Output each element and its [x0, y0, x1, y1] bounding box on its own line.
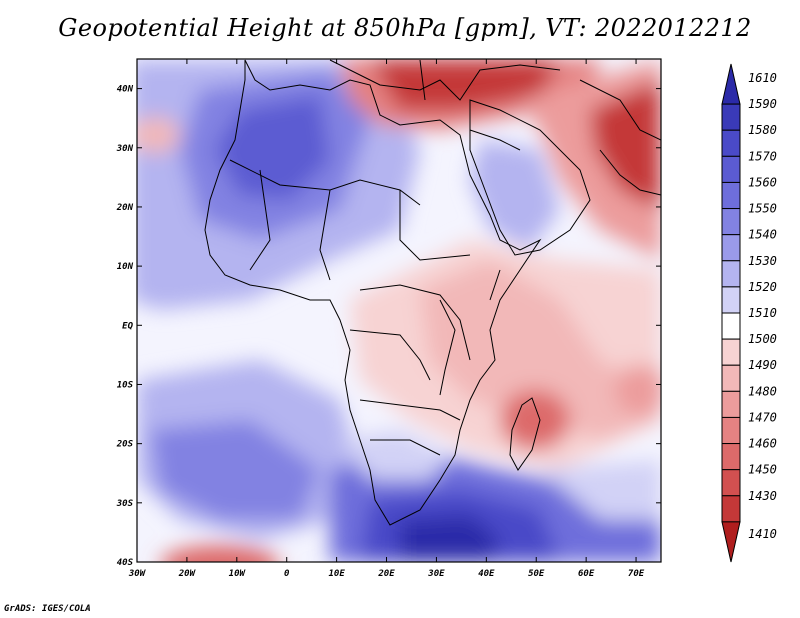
colorbar-label: 1520 [748, 280, 777, 294]
colorbar-label: 1550 [748, 202, 777, 216]
map-frame [136, 58, 662, 563]
colorbar-swatch [721, 416, 741, 445]
lat-tick-label: 40S [117, 558, 134, 568]
lat-tick-label: 40N [117, 85, 134, 95]
lon-tick-label: 20W [178, 569, 197, 579]
colorbar: 1610 1590 1580 1570 1560 1550 1540 1530 1520 1510… [721, 63, 777, 563]
lat-tick-label: 20S [116, 440, 134, 450]
colorbar-top-arrow [721, 63, 741, 105]
colorbar-label: 1410 [748, 527, 777, 541]
colorbar-swatch [721, 364, 741, 392]
coastlines [204, 59, 661, 526]
colorbar-label: 1460 [748, 437, 777, 451]
colorbar-swatch [721, 312, 741, 340]
colorbar-label: 1570 [748, 149, 777, 163]
lat-tick-label: 30N [116, 144, 134, 154]
lat-axis: 40N 30N 20N 10N EQ 10S 20S 30S 40S [116, 85, 661, 568]
lon-tick-label: 10E [328, 569, 345, 579]
colorbar-swatch [721, 129, 741, 157]
colorbar-label: 1530 [748, 254, 777, 268]
lon-tick-label: 10W [229, 569, 247, 579]
colorbar-swatch [721, 495, 741, 523]
colorbar-swatch [721, 338, 741, 366]
height-field [137, 59, 661, 562]
colorbar-bottom-arrow [721, 521, 741, 563]
colorbar-label: 1540 [748, 228, 777, 242]
colorbar-label: 1510 [748, 306, 777, 320]
colorbar-swatch [721, 286, 741, 314]
colorbar-label: 1480 [748, 384, 777, 398]
lat-tick-label: EQ [122, 321, 133, 331]
lon-tick-label: 20E [377, 569, 395, 579]
colorbar-label: 1580 [748, 123, 777, 137]
colorbar-label: 1610 [748, 71, 777, 85]
lon-tick-label: 0 [284, 569, 290, 579]
colorbar-swatch [721, 443, 741, 471]
lon-tick-label: 30E [427, 569, 445, 579]
grads-credit: GrADS: IGES/COLA [4, 604, 91, 614]
lon-tick-label: 40E [478, 569, 495, 579]
colorbar-label: 1470 [748, 410, 777, 424]
colorbar-swatch [721, 103, 741, 131]
colorbar-label: 1450 [748, 463, 777, 477]
lat-tick-label: 30S [116, 499, 134, 509]
lat-tick-label: 10S [117, 380, 134, 390]
lat-tick-label: 10N [117, 262, 134, 272]
colorbar-swatch [721, 390, 741, 418]
colorbar-label: 1490 [748, 358, 777, 372]
colorbar-label: 1560 [748, 175, 777, 189]
colorbar-label: 1590 [748, 97, 777, 111]
colorbar-swatch [721, 469, 741, 497]
colorbar-swatch [721, 181, 741, 210]
lon-axis: 30W 20W 10W 0 10E 20E 30E 40E 50E 60E 70E [128, 59, 645, 579]
lon-tick-label: 60E [578, 569, 595, 579]
colorbar-swatch [721, 234, 741, 262]
colorbar-label: 1430 [748, 489, 777, 503]
colorbar-label: 1500 [748, 332, 777, 346]
colorbar-swatch [721, 208, 741, 236]
lon-tick-label: 30W [128, 569, 147, 579]
figure-title: Geopotential Height at 850hPa [gpm], VT:… [58, 14, 752, 42]
lon-tick-label: 50E [528, 569, 545, 579]
lat-tick-label: 20N [116, 203, 134, 213]
lon-tick-label: 70E [628, 569, 645, 579]
colorbar-swatch [721, 155, 741, 183]
colorbar-swatch [721, 260, 741, 288]
